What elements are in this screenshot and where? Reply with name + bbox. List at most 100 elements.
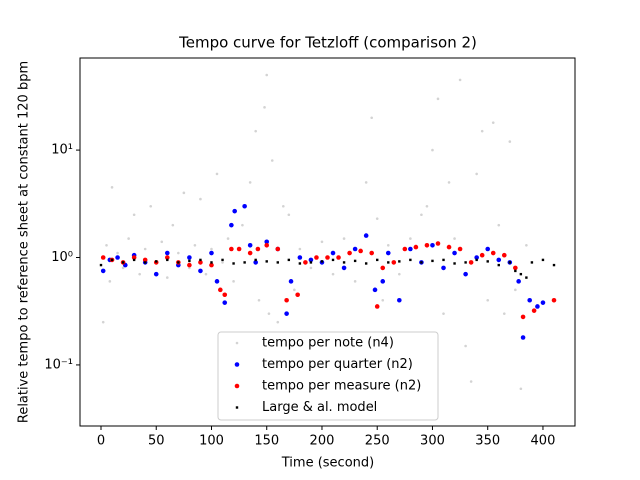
point [457, 246, 463, 252]
point [284, 297, 289, 303]
point [265, 73, 269, 77]
point [303, 260, 308, 265]
point [397, 297, 402, 303]
point [352, 246, 358, 252]
point [453, 262, 456, 265]
point [320, 240, 324, 244]
legend-box [217, 331, 439, 421]
point [243, 261, 246, 264]
point [431, 259, 434, 263]
point [295, 292, 300, 298]
point [218, 287, 223, 293]
point [221, 261, 224, 264]
point [193, 243, 197, 247]
point [331, 272, 335, 276]
point [490, 250, 496, 256]
point [110, 186, 114, 189]
point [264, 239, 270, 245]
point [101, 320, 105, 324]
point [229, 246, 234, 252]
y-tick-label: 10⁻¹ [44, 357, 73, 372]
point [222, 300, 228, 305]
point [514, 269, 517, 273]
point [374, 304, 380, 309]
point [330, 250, 336, 256]
point [241, 223, 244, 227]
point [446, 244, 452, 250]
point [132, 213, 136, 217]
point [381, 298, 385, 302]
point [153, 271, 159, 277]
point [485, 246, 491, 252]
point [442, 258, 445, 262]
point [386, 243, 390, 247]
axes-frame [79, 57, 576, 427]
point [452, 250, 457, 256]
point [209, 262, 214, 268]
point [486, 298, 490, 302]
legend-label: tempo per quarter (n2) [262, 357, 413, 372]
point [358, 248, 363, 254]
point [398, 260, 401, 263]
point [236, 246, 242, 252]
point [297, 255, 303, 260]
point [288, 279, 294, 284]
point [100, 255, 106, 260]
point [177, 261, 180, 264]
point [479, 252, 485, 258]
x-axis-label: Time (second) [281, 456, 374, 471]
point [336, 255, 341, 260]
x-tick-label: 100 [199, 434, 224, 449]
point [282, 204, 285, 208]
point [226, 237, 230, 240]
point [265, 260, 268, 263]
point [341, 265, 347, 271]
point [293, 288, 296, 292]
point [475, 172, 478, 176]
point [530, 261, 534, 264]
point [420, 261, 423, 264]
point [409, 258, 412, 262]
point [131, 255, 137, 260]
point [199, 197, 202, 201]
y-tick-label: 10¹ [51, 143, 73, 158]
point [232, 280, 235, 283]
point [187, 262, 192, 268]
point [267, 312, 271, 315]
point [247, 250, 253, 256]
point [253, 260, 258, 265]
point [502, 312, 506, 315]
point [325, 255, 330, 260]
point [464, 344, 467, 348]
point [232, 208, 237, 214]
y-axis-label: Relative tempo to reference sheet at con… [17, 61, 32, 423]
point [164, 250, 170, 256]
point [497, 263, 500, 267]
point [264, 242, 270, 248]
point [276, 320, 280, 324]
point [308, 257, 314, 263]
point [516, 279, 521, 284]
point [204, 272, 208, 276]
point [287, 213, 291, 217]
point [314, 255, 319, 260]
x-tick-label: 400 [531, 434, 556, 449]
point [513, 265, 518, 271]
point [199, 258, 202, 262]
point [188, 259, 191, 263]
x-tick-label: 250 [365, 434, 390, 449]
point [501, 252, 507, 258]
point [436, 97, 440, 101]
point [209, 250, 214, 256]
legend-marker [234, 362, 240, 367]
point [187, 255, 192, 260]
point [105, 243, 108, 247]
point [425, 204, 429, 208]
point [458, 78, 462, 82]
point [342, 261, 346, 264]
point [127, 237, 130, 240]
point [424, 242, 430, 248]
point [514, 288, 517, 292]
point [520, 314, 526, 320]
